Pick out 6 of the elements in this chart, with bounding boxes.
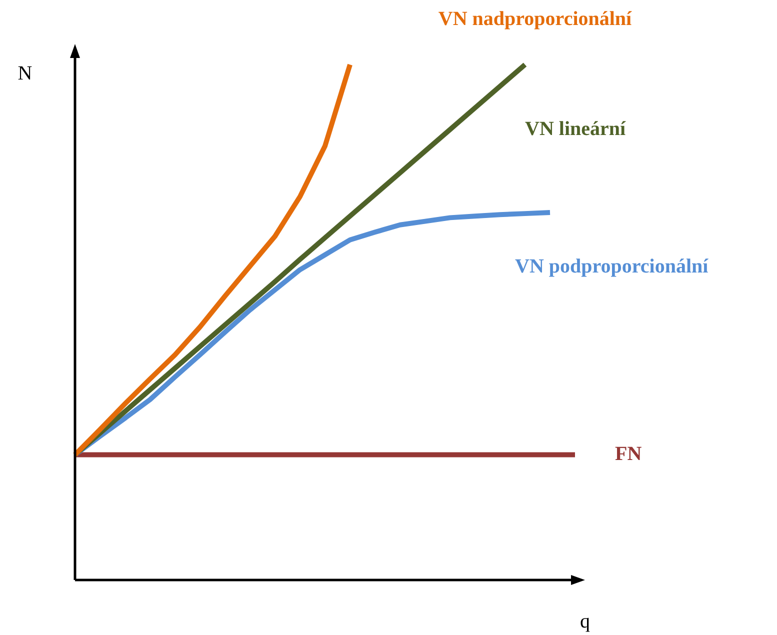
text: FN [615,442,642,465]
text: VN nadproporcionální [438,8,632,30]
x-axis-title: q [580,610,590,632]
text: VN lineární [525,118,626,140]
text: VN podproporcionální [515,256,709,278]
y-axis-title: N [18,62,32,84]
